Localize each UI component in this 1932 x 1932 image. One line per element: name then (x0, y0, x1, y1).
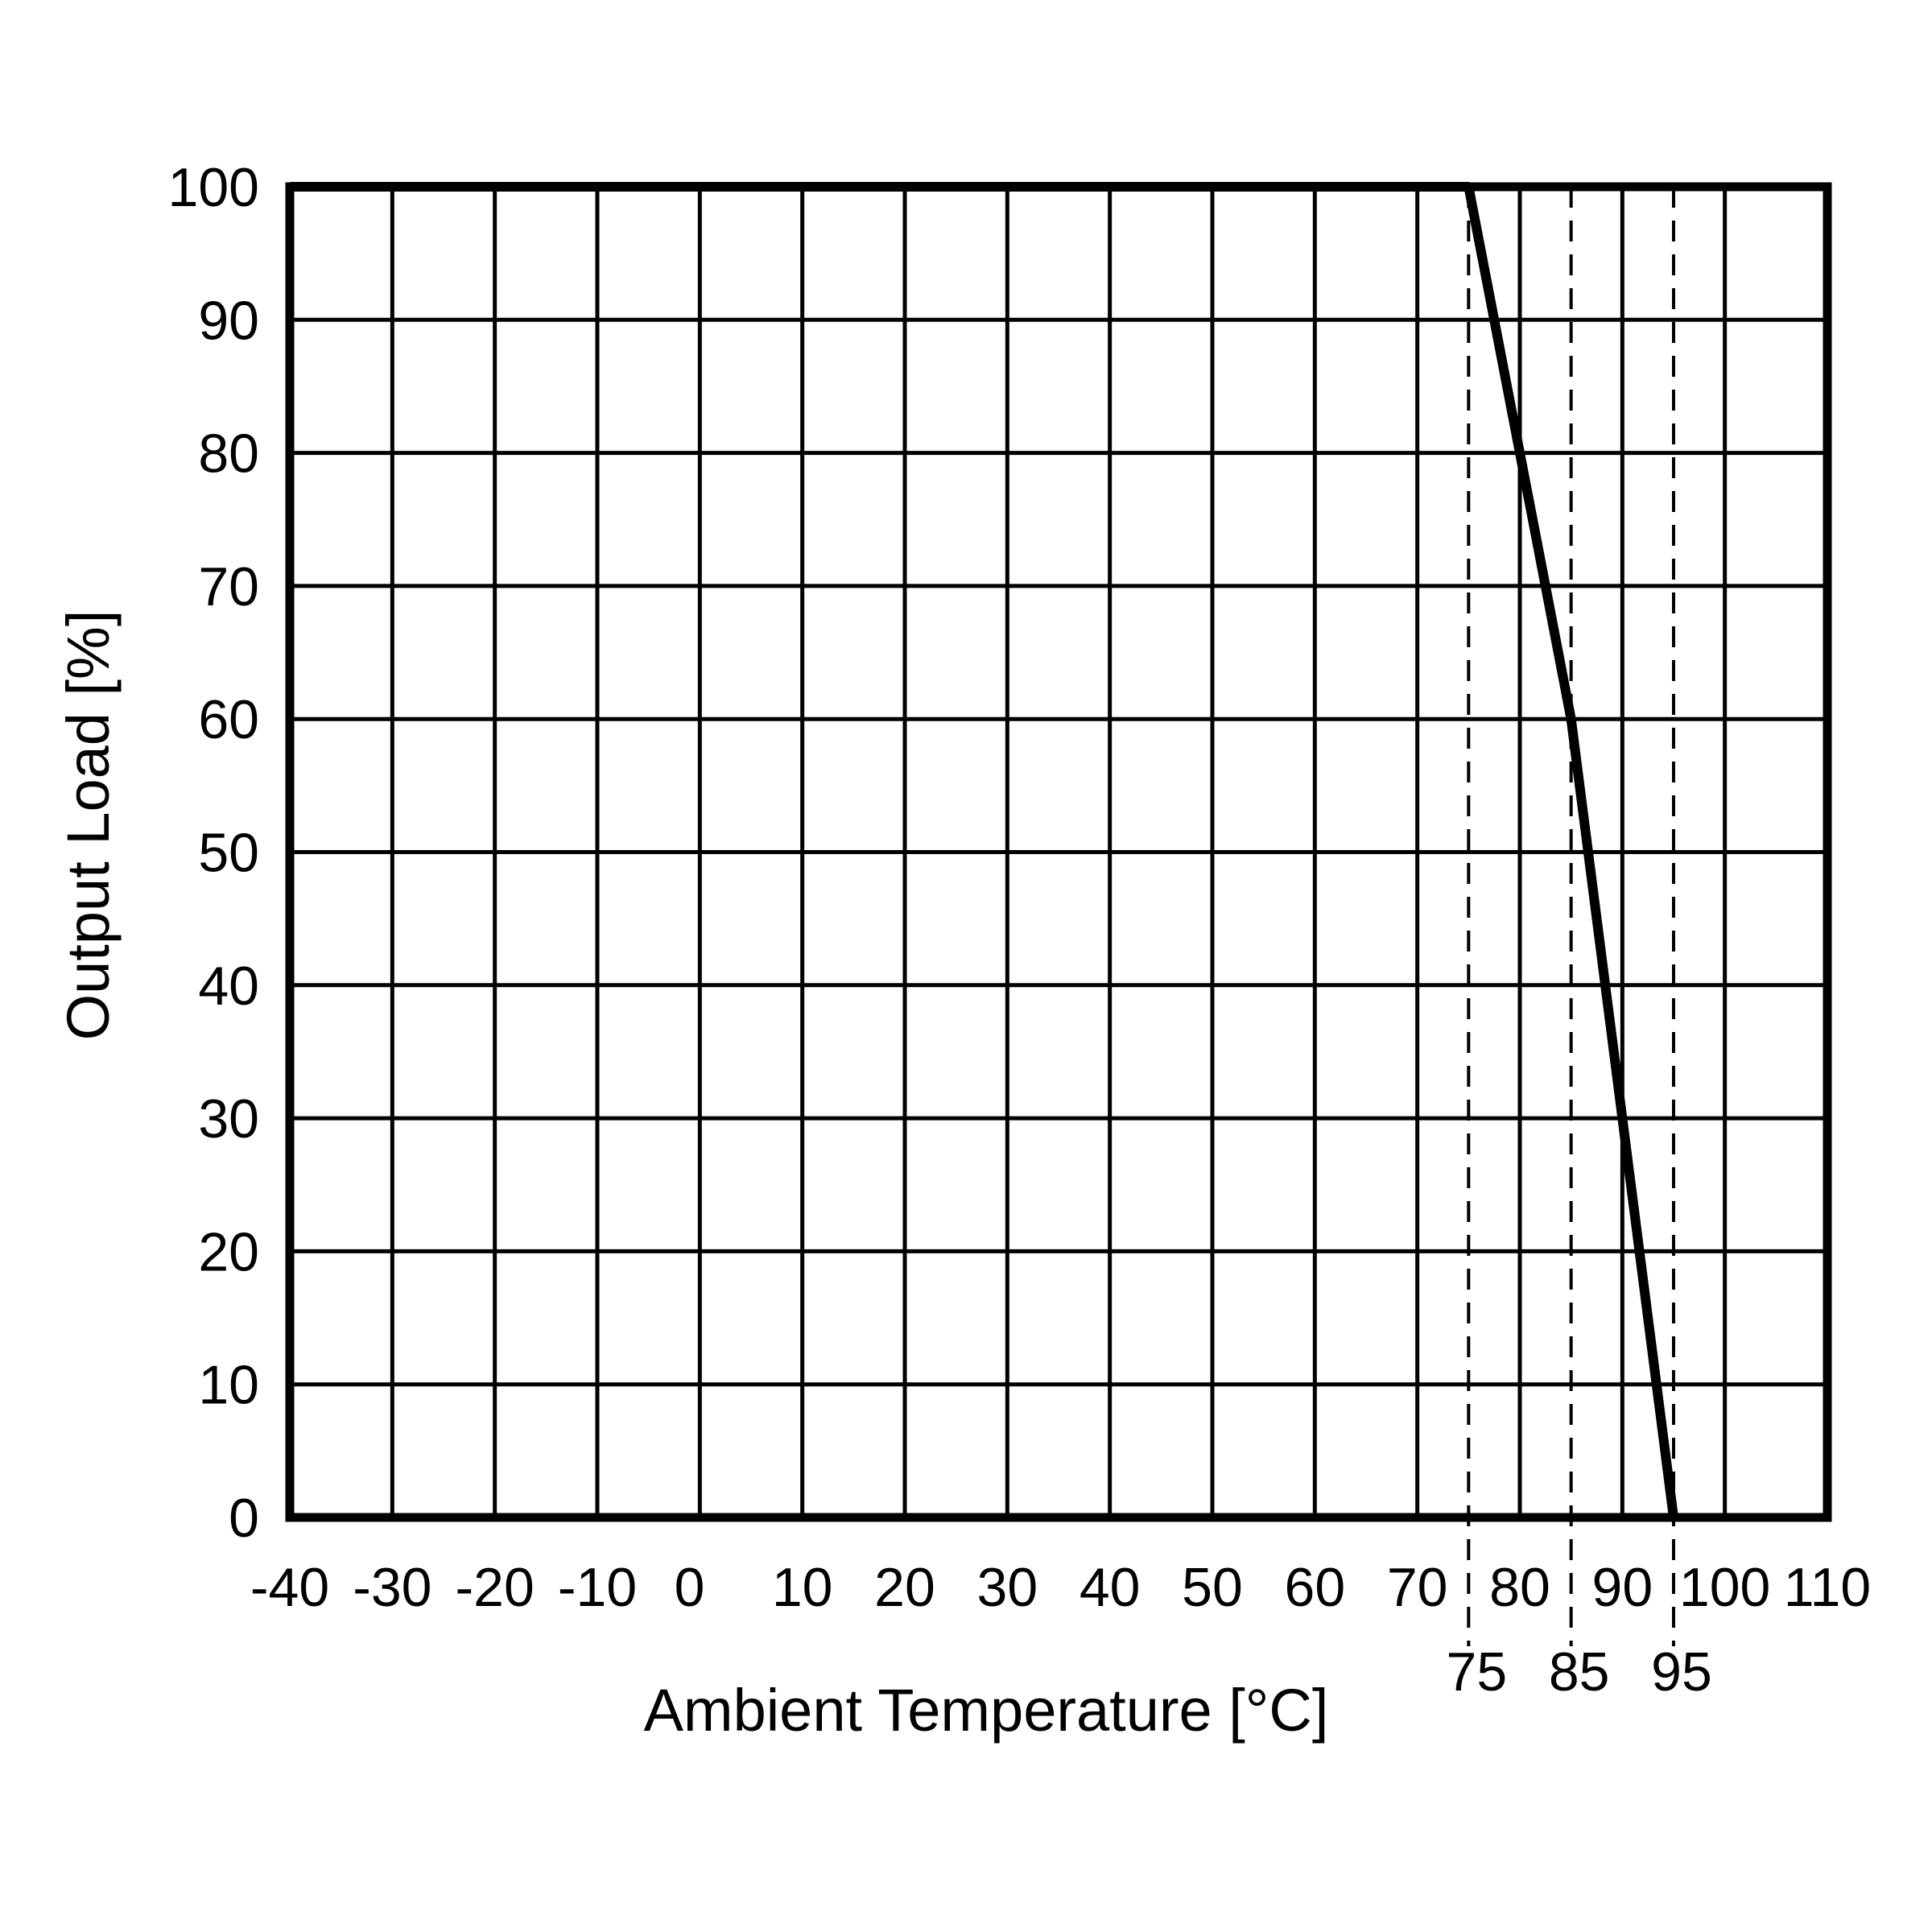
x-tick-labels: -40 -30 -20 -10 0 10 20 30 40 50 60 70 80 90 100 110 (250, 1557, 1871, 1618)
x-tick-label: 100 (1679, 1557, 1770, 1618)
reference-lines (1467, 187, 1675, 1646)
y-tick-label: 90 (198, 290, 259, 351)
reference-tick-labels: 75 85 95 (1447, 1641, 1712, 1703)
y-tick-label: 100 (168, 157, 259, 218)
x-tick-label: 50 (1182, 1557, 1243, 1618)
x-tick-label: -20 (456, 1557, 535, 1618)
y-axis-title: Output Load [%] (55, 610, 122, 1041)
x-tick-label: 30 (977, 1557, 1038, 1618)
x-tick-label: -10 (558, 1557, 637, 1618)
reference-tick-label: 95 (1651, 1641, 1712, 1703)
x-tick-label: 60 (1285, 1557, 1346, 1618)
x-tick-label: 20 (874, 1557, 935, 1618)
y-tick-label: 60 (198, 689, 259, 750)
x-tick-label: 10 (772, 1557, 833, 1618)
x-tick-label: 70 (1387, 1557, 1448, 1618)
x-tick-label: -40 (250, 1557, 329, 1618)
x-axis-title: Ambient Temperature [°C] (644, 1677, 1329, 1744)
y-tick-labels: 0 10 20 30 40 50 60 70 80 90 100 (168, 157, 259, 1549)
y-tick-label: 10 (198, 1355, 259, 1416)
x-tick-label: 90 (1592, 1557, 1653, 1618)
y-tick-label: 80 (198, 423, 259, 485)
y-tick-label: 40 (198, 956, 259, 1017)
x-tick-label: 80 (1489, 1557, 1550, 1618)
plot-frame (285, 182, 1832, 1522)
grid (287, 184, 1830, 1520)
reference-tick-label: 75 (1447, 1641, 1508, 1703)
y-tick-label: 0 (229, 1488, 259, 1549)
x-tick-label: -30 (353, 1557, 431, 1618)
plot-border (285, 182, 1832, 1522)
y-tick-label: 70 (198, 556, 259, 617)
x-tick-label: 0 (675, 1557, 705, 1618)
x-tick-label: 40 (1080, 1557, 1141, 1618)
y-tick-label: 50 (198, 823, 259, 884)
y-tick-label: 20 (198, 1221, 259, 1282)
y-tick-label: 30 (198, 1088, 259, 1150)
reference-tick-label: 85 (1549, 1641, 1610, 1703)
x-tick-label: 110 (1784, 1557, 1871, 1618)
